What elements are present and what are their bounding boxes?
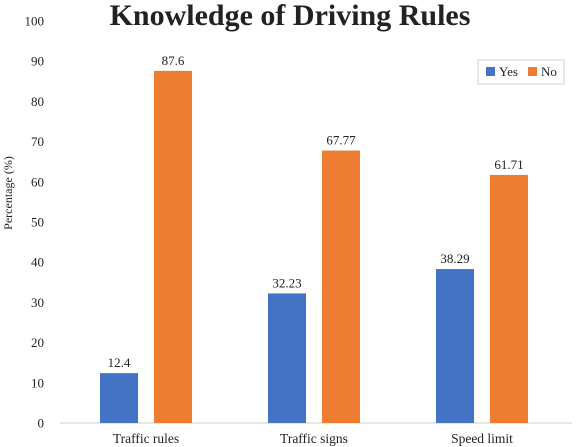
data-label: 61.71 <box>494 157 523 172</box>
y-tick-label: 20 <box>31 335 44 350</box>
data-label: 87.6 <box>162 53 185 68</box>
data-label: 12.4 <box>108 355 131 370</box>
y-tick-label: 10 <box>31 375 44 390</box>
x-tick-label: Traffic rules <box>113 431 179 446</box>
y-tick-label: 0 <box>38 416 45 431</box>
y-tick-label: 50 <box>31 215 44 230</box>
y-tick-label: 60 <box>31 174 44 189</box>
y-tick-label: 40 <box>31 255 44 270</box>
y-tick-label: 90 <box>31 54 44 69</box>
x-tick-label: Traffic signs <box>280 431 348 446</box>
bar-yes-2 <box>436 269 474 423</box>
legend-label-no: No <box>541 64 557 79</box>
bar-yes-0 <box>100 373 138 423</box>
bars <box>100 70 528 424</box>
bar-no-1 <box>322 150 360 423</box>
y-axis-ticks: 0 10 20 30 40 50 60 70 80 90 100 <box>25 14 45 431</box>
data-labels: 12.4 32.23 38.29 87.6 67.77 61.71 <box>108 53 524 370</box>
bar-no-2 <box>490 174 528 423</box>
data-label: 38.29 <box>440 251 469 266</box>
x-axis-ticks: Traffic rules Traffic signs Speed limit <box>113 431 513 446</box>
data-label: 67.77 <box>326 133 356 148</box>
legend: Yes No <box>477 59 565 85</box>
bar-no-0 <box>154 70 192 424</box>
y-tick-label: 80 <box>31 94 44 109</box>
chart-title: Knowledge of Driving Rules <box>110 0 471 32</box>
y-tick-label: 100 <box>25 14 45 29</box>
x-tick-label: Speed limit <box>451 431 513 446</box>
y-tick-label: 30 <box>31 295 44 310</box>
legend-swatch-yes <box>486 67 495 76</box>
data-label: 32.23 <box>272 275 301 290</box>
y-axis-label: Percentage (%) <box>1 156 15 230</box>
legend-swatch-no <box>528 67 537 76</box>
bar-yes-1 <box>268 293 306 423</box>
legend-label-yes: Yes <box>499 64 518 79</box>
y-tick-label: 70 <box>31 134 44 149</box>
